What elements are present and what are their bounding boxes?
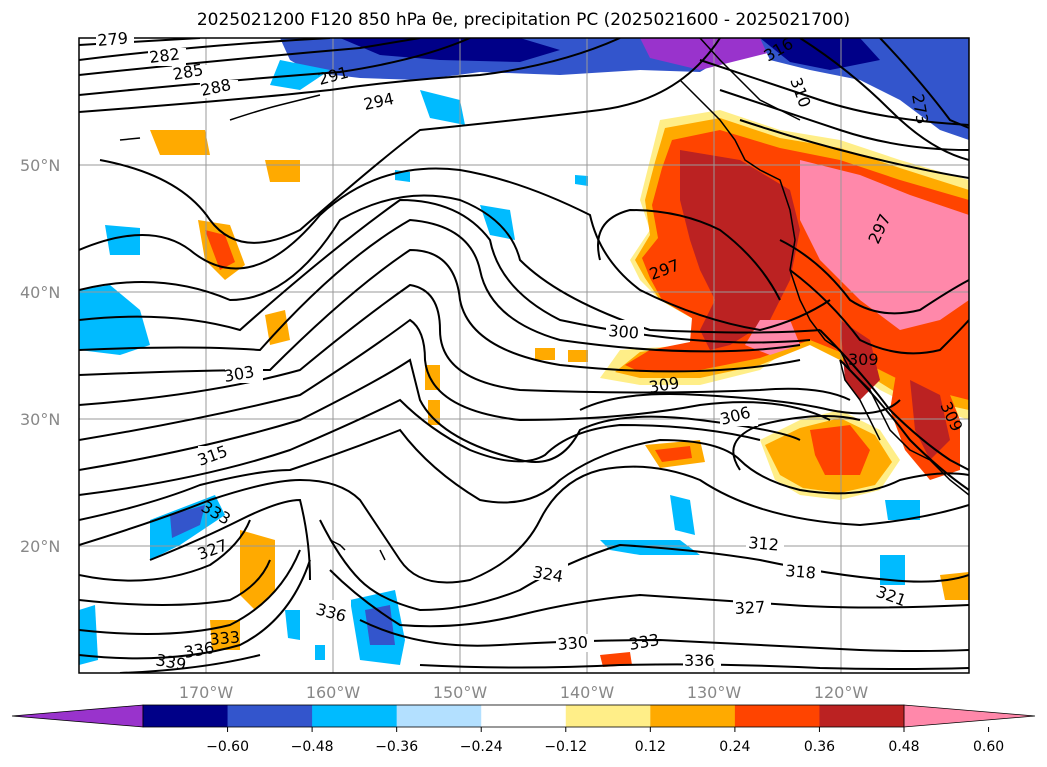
- colorbar-tick-label: −0.60: [206, 739, 249, 755]
- colorbar-segment: [143, 705, 229, 727]
- colorbar-segments: [143, 705, 905, 727]
- colorbar-tick-label: 0.48: [888, 739, 919, 755]
- colorbar-tick-label: 0.12: [635, 739, 666, 755]
- lon-label: 170°W: [179, 683, 234, 702]
- lon-label: 130°W: [687, 683, 742, 702]
- colorbar-segment: [650, 705, 736, 727]
- lat-label: 30°N: [20, 410, 60, 429]
- lon-label: 140°W: [560, 683, 615, 702]
- contour-label: 282: [148, 44, 181, 67]
- map-content: [79, 38, 969, 673]
- contour-label: 318: [785, 561, 817, 583]
- colorbar-tick-label: −0.12: [544, 739, 587, 755]
- colorbar-tick-label: −0.36: [375, 739, 418, 755]
- lat-label: 40°N: [20, 283, 60, 302]
- contour-label: 312: [748, 533, 780, 555]
- colorbar-extend-left: [11, 704, 144, 728]
- lon-label: 120°W: [814, 683, 869, 702]
- map-title: 2025021200 F120 850 hPa θe, precipitatio…: [196, 10, 851, 30]
- colorbar-tick-label: −0.48: [291, 739, 334, 755]
- lon-label: 150°W: [433, 683, 488, 702]
- contour-label: 309: [848, 350, 879, 369]
- colorbar-tick-label: 0.36: [804, 739, 835, 755]
- colorbar-segment: [312, 705, 398, 727]
- colorbar-outline: [142, 704, 905, 728]
- colorbar-segment: [734, 705, 820, 727]
- lat-label: 50°N: [20, 156, 60, 175]
- colorbar-extend-right: [903, 704, 1036, 728]
- contour-label: 279: [97, 28, 129, 50]
- lat-labels: 50°N 40°N 30°N 20°N: [20, 156, 60, 556]
- colorbar-tick-label: 0.24: [719, 739, 750, 755]
- contour-label: 327: [734, 597, 765, 618]
- colorbar-segment: [396, 705, 482, 727]
- lon-labels: 170°W 160°W 150°W 140°W 130°W 120°W: [179, 683, 869, 702]
- contour-label: 330: [557, 632, 589, 654]
- coastline: [119, 38, 969, 561]
- map-frame: [78, 37, 970, 674]
- colorbar-tick-label: −0.24: [460, 739, 503, 755]
- colorbar-segment: [819, 705, 905, 727]
- colorbar-segment: [481, 705, 567, 727]
- colorbar-ticks: −0.60 −0.48 −0.36 −0.24 −0.12 0.12 0.24 0.36 0.4…: [206, 727, 1004, 755]
- contour-label: 333: [209, 627, 241, 649]
- theta-e-contours: [79, 38, 969, 673]
- contour-label: 300: [608, 321, 640, 343]
- contour-label: 336: [684, 651, 715, 670]
- colorbar: −0.60 −0.48 −0.36 −0.24 −0.12 0.12 0.24 0.36 0.4…: [11, 704, 1036, 755]
- colorbar-segment: [227, 705, 313, 727]
- colorbar-segment: [565, 705, 651, 727]
- lon-label: 160°W: [306, 683, 361, 702]
- colorbar-tick-label: 0.60: [973, 739, 1004, 755]
- lat-label: 20°N: [20, 537, 60, 556]
